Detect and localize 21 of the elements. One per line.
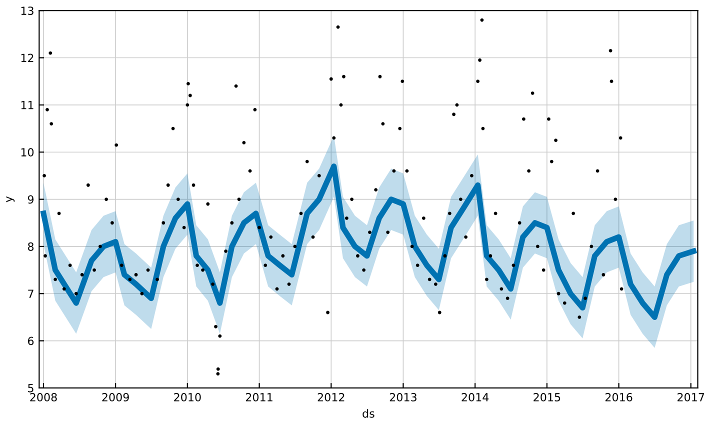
x-tick-label: 2017: [678, 393, 704, 402]
x-axis-title: ds: [362, 409, 374, 418]
y-tick-label: 12: [21, 54, 34, 62]
x-tick-label: 2012: [318, 393, 344, 402]
y-tick-label: 11: [21, 101, 34, 110]
y-tick-label: 5: [28, 384, 34, 392]
x-tick-label: 2013: [390, 393, 416, 402]
y-tick-label: 9: [28, 195, 34, 204]
y-tick-label: 7: [28, 290, 34, 298]
x-tick-label: 2014: [462, 393, 489, 402]
y-tick-label: 10: [21, 148, 34, 156]
x-tick-label: 2009: [102, 393, 129, 402]
y-tick-label: 6: [28, 336, 34, 346]
y-axis-title: y: [6, 196, 15, 202]
x-tick-label: 2010: [174, 393, 201, 402]
y-tick-label: 8: [28, 242, 34, 251]
x-tick-label: 2015: [534, 393, 560, 402]
x-tick-label: 2011: [246, 393, 272, 402]
x-tick-label: 2008: [30, 393, 57, 402]
y-tick-label: 13: [21, 6, 34, 15]
x-tick-label: 2016: [605, 393, 632, 402]
